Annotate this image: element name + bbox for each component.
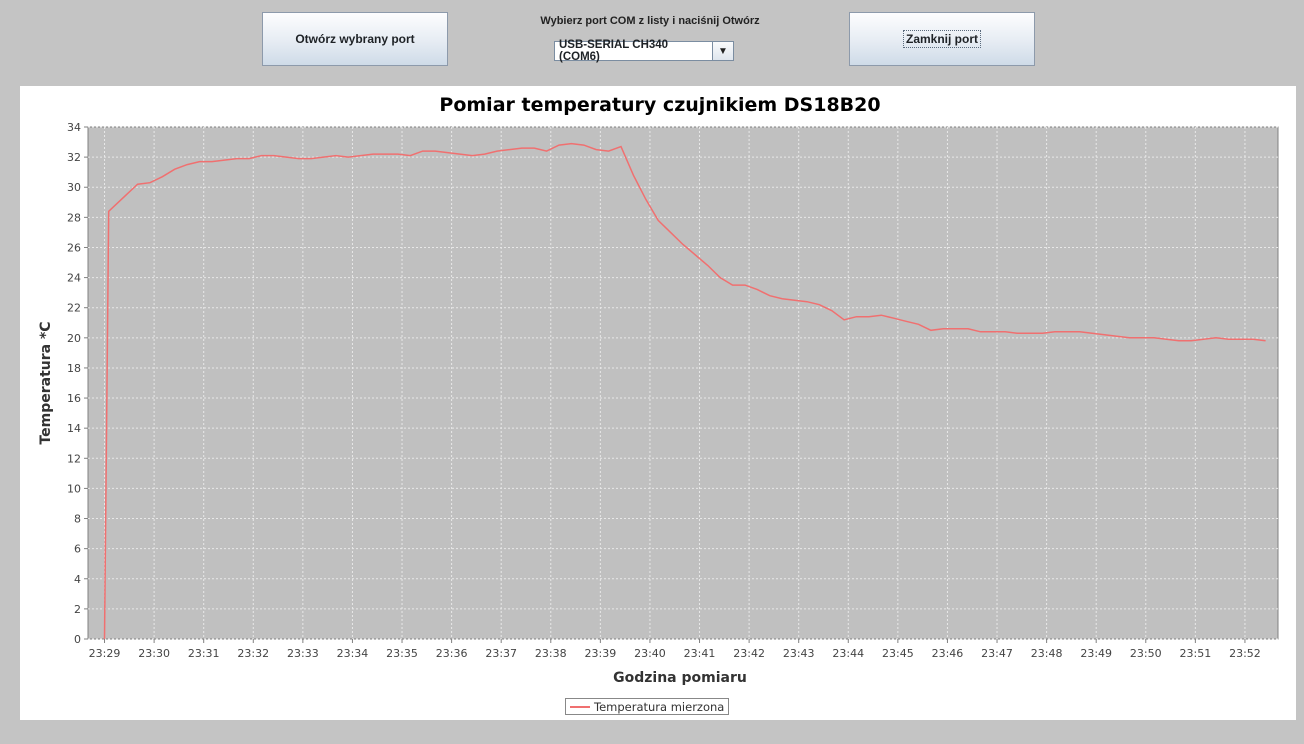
y-tick-label: 8	[74, 513, 81, 526]
y-tick-label: 6	[74, 543, 81, 556]
x-axis-label: Godzina pomiaru	[613, 670, 747, 686]
y-tick-label: 12	[67, 452, 81, 465]
com-port-selected-value: USB-SERIAL CH340 (COM6)	[559, 39, 669, 63]
close-port-button[interactable]: Zamknij port	[849, 12, 1035, 66]
x-tick-label: 23:46	[932, 647, 964, 660]
x-tick-label: 23:33	[287, 647, 319, 660]
x-tick-label: 23:32	[237, 647, 269, 660]
x-tick-label: 23:29	[89, 647, 121, 660]
legend-swatch	[570, 705, 590, 708]
x-tick-label: 23:42	[733, 647, 765, 660]
x-tick-label: 23:51	[1180, 647, 1212, 660]
x-tick-label: 23:39	[585, 647, 617, 660]
x-tick-label: 23:41	[684, 647, 716, 660]
x-tick-label: 23:45	[882, 647, 914, 660]
y-tick-label: 14	[67, 422, 81, 435]
chart-legend: Temperatura mierzona	[565, 698, 730, 715]
y-tick-label: 18	[67, 362, 81, 375]
x-tick-label: 23:40	[634, 647, 666, 660]
x-tick-label: 23:49	[1080, 647, 1112, 660]
open-port-label: Otwórz wybrany port	[295, 32, 415, 46]
x-tick-label: 23:37	[485, 647, 517, 660]
x-tick-label: 23:44	[832, 647, 864, 660]
grid-layer	[88, 126, 1278, 640]
series-line-temperatura-mierzona	[103, 142, 1266, 640]
legend-label: Temperatura mierzona	[594, 699, 725, 714]
y-tick-label: 0	[74, 633, 81, 646]
x-tick-label: 23:50	[1130, 647, 1162, 660]
y-tick-label: 20	[67, 332, 81, 345]
y-tick-label: 22	[67, 302, 81, 315]
com-port-select[interactable]: USB-SERIAL CH340 (COM6) ▼	[554, 39, 734, 63]
x-axis-ticks: 23:29 23:30 23:31 23:32 23:33 23:34 23:35 23:36…	[89, 639, 1261, 660]
x-tick-label: 23:48	[1031, 647, 1063, 660]
chart-title: Pomiar temperatury czujnikiem DS18B20	[439, 94, 880, 116]
temperature-chart: Pomiar temperatury czujnikiem DS18B20 02…	[38, 94, 1279, 686]
open-port-button[interactable]: Otwórz wybrany port	[262, 12, 448, 66]
y-tick-label: 30	[67, 181, 81, 194]
x-tick-label: 23:47	[981, 647, 1013, 660]
x-tick-label: 23:31	[188, 647, 220, 660]
y-tick-label: 4	[74, 573, 81, 586]
y-tick-label: 32	[67, 151, 81, 164]
port-prompt-label: Wybierz port COM z listy i naciśnij Otwó…	[540, 15, 760, 27]
y-tick-label: 2	[74, 603, 81, 616]
y-tick-label: 26	[67, 241, 81, 254]
chevron-down-icon[interactable]: ▼	[712, 42, 733, 60]
plot-area	[87, 126, 1279, 640]
x-tick-label: 23:35	[386, 647, 418, 660]
x-tick-label: 23:52	[1229, 647, 1261, 660]
y-tick-label: 34	[67, 121, 81, 134]
close-port-label: Zamknij port	[902, 30, 981, 48]
x-tick-label: 23:36	[436, 647, 468, 660]
y-tick-label: 10	[67, 482, 81, 495]
y-tick-label: 16	[67, 392, 81, 405]
x-tick-label: 23:30	[138, 647, 170, 660]
x-tick-label: 23:38	[535, 647, 567, 660]
y-axis-label: Temperatura *C	[38, 321, 54, 444]
y-tick-label: 28	[67, 211, 81, 224]
x-tick-label: 23:43	[783, 647, 815, 660]
y-tick-label: 24	[67, 272, 81, 285]
x-tick-label: 23:34	[337, 647, 369, 660]
